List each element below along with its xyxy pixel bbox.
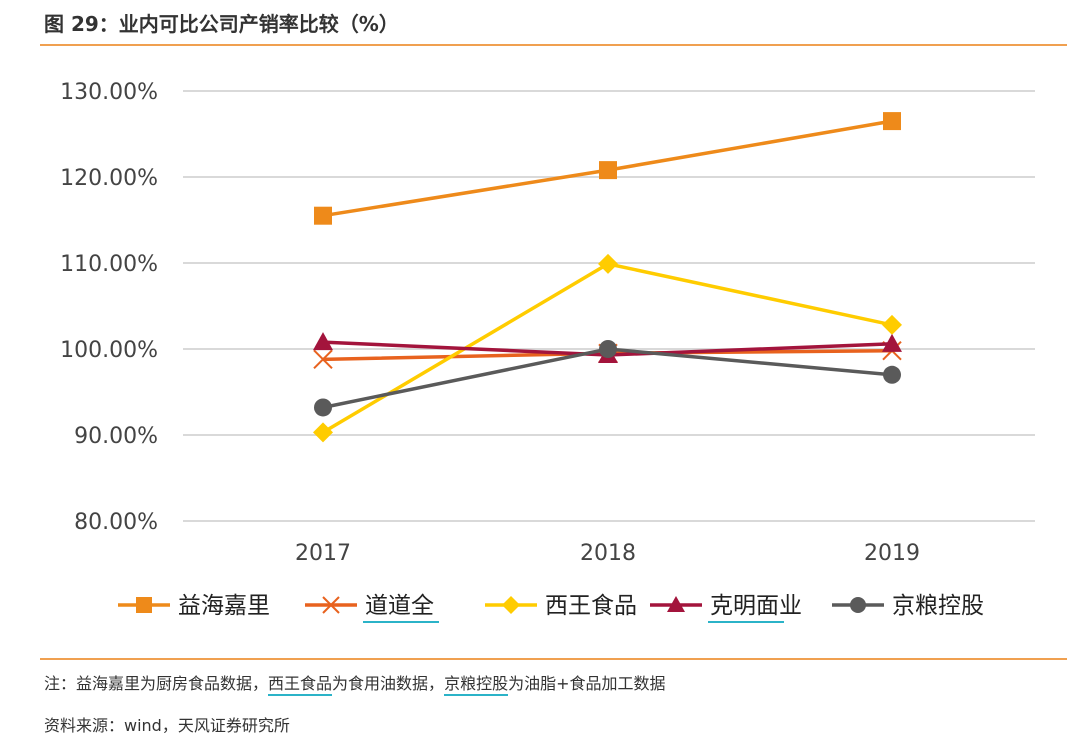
legend: 益海嘉里 道道全 西王食品 克明面业 京粮控股 (118, 593, 984, 623)
legend-item: 益海嘉里 (118, 593, 270, 619)
point-marker-square (883, 112, 901, 131)
point-marker-x (313, 349, 333, 370)
legend-label: 克明面业 (710, 593, 802, 619)
legend-item: 克明面业 (650, 593, 802, 623)
y-tick-label: 100.00% (60, 338, 158, 363)
x-tick-label: 2017 (295, 541, 351, 566)
point-marker-square (599, 161, 617, 180)
line-chart: 80.00% 90.00% 100.00% 110.00% 120.00% 130.00%… (60, 80, 1035, 623)
legend-label: 道道全 (365, 593, 434, 619)
footnote: 注：益海嘉里为厨房食品数据，西王食品为食用油数据，京粮控股为油脂+食品加工数据 (44, 670, 666, 696)
point-marker-square (136, 597, 152, 613)
y-tick-label: 110.00% (60, 252, 158, 277)
legend-label: 益海嘉里 (178, 593, 270, 619)
point-marker-triangle (667, 596, 685, 612)
source-note: 资料来源：wind，天风证券研究所 (44, 716, 290, 735)
figure-title: 图 29：业内可比公司产销率比较（%） (44, 12, 399, 36)
y-tick-label: 130.00% (60, 80, 158, 105)
legend-item: 京粮控股 (832, 593, 984, 619)
x-tick-label: 2018 (580, 541, 636, 566)
series-lines (313, 112, 902, 443)
series-益海嘉里 (314, 112, 901, 225)
y-axis-ticks: 80.00% 90.00% 100.00% 110.00% 120.00% 130.00% (60, 80, 158, 535)
point-marker-triangle (313, 332, 333, 351)
y-tick-label: 120.00% (60, 166, 158, 191)
footnote-part3: 为食用油数据， (332, 674, 445, 693)
footnote-link-jingliang[interactable]: 京粮控股 (444, 674, 509, 696)
point-marker-square (314, 206, 332, 225)
x-tick-label: 2019 (864, 541, 920, 566)
footnote-prefix: 注： (44, 674, 77, 693)
point-marker-circle (883, 365, 901, 384)
legend-item: 西王食品 (485, 593, 637, 619)
point-marker-circle (314, 398, 332, 417)
footnote-part5: 为油脂+食品加工数据 (508, 674, 666, 693)
x-axis-ticks: 2017 2018 2019 (295, 541, 920, 566)
gridlines (183, 90, 1035, 522)
point-marker-x (322, 596, 340, 614)
x-stroke (313, 349, 333, 370)
point-marker-triangle (882, 333, 902, 352)
point-marker-diamond (598, 253, 618, 274)
point-marker-diamond (502, 596, 520, 614)
point-marker-circle (850, 597, 866, 613)
point-marker-circle (599, 340, 617, 358)
footnote-part1: 益海嘉里为厨房食品数据， (76, 674, 269, 693)
legend-label: 西王食品 (545, 593, 637, 619)
bottom-divider (40, 658, 1067, 660)
footnote-link-xiwang[interactable]: 西王食品 (268, 674, 333, 696)
series-京粮控股 (314, 340, 901, 417)
legend-label: 京粮控股 (892, 593, 984, 619)
y-tick-label: 80.00% (74, 510, 158, 535)
legend-item: 道道全 (305, 593, 439, 623)
x-stroke (322, 596, 340, 614)
point-marker-diamond (882, 314, 902, 335)
y-tick-label: 90.00% (74, 424, 158, 449)
top-divider (40, 44, 1067, 46)
point-marker-diamond (313, 422, 333, 443)
